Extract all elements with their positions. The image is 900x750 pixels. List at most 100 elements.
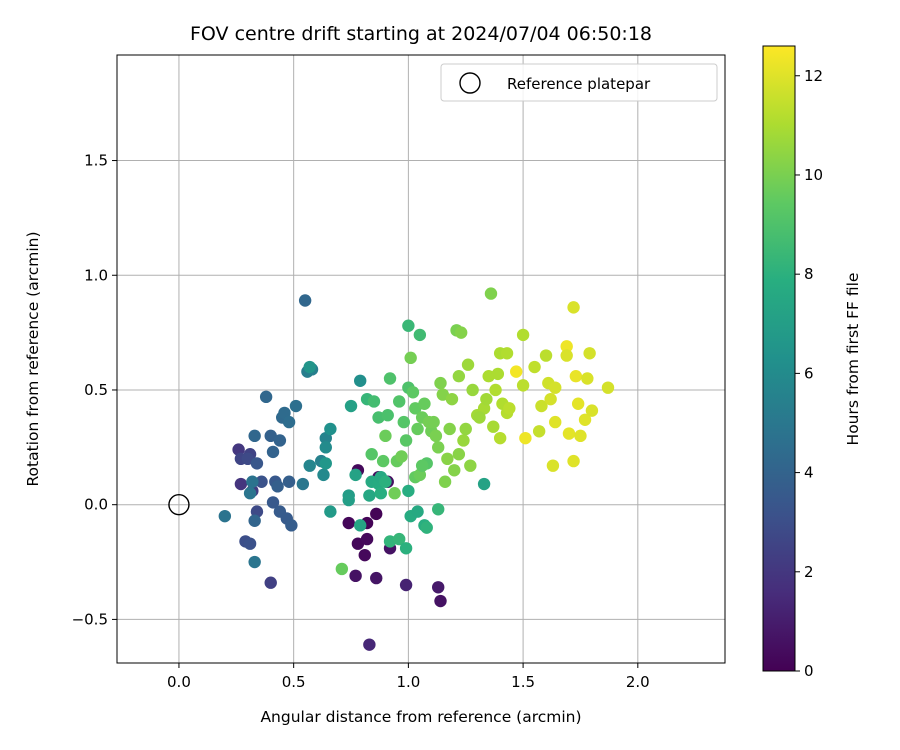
colorbar-tick-label: 2 xyxy=(804,563,814,581)
data-point xyxy=(393,395,406,408)
data-point xyxy=(567,454,580,468)
x-tick-label: 2.0 xyxy=(626,673,650,691)
data-point xyxy=(574,429,587,443)
data-point xyxy=(569,370,583,383)
data-point xyxy=(319,457,332,470)
data-point xyxy=(349,569,362,583)
data-point xyxy=(429,429,443,443)
data-point xyxy=(432,441,445,454)
data-point xyxy=(581,372,594,385)
data-point xyxy=(477,477,491,491)
data-point xyxy=(519,431,532,445)
data-point xyxy=(452,448,466,461)
colorbar-tick-label: 12 xyxy=(804,67,823,85)
colorbar-label: Hours from first FF file xyxy=(844,273,862,446)
data-point xyxy=(351,537,365,550)
data-point xyxy=(434,594,447,608)
y-tick-label: 1.0 xyxy=(84,266,108,284)
data-point xyxy=(303,459,316,472)
data-point xyxy=(381,409,394,422)
y-axis-ticks: −0.5 0.0 0.5 1.0 1.5 xyxy=(72,152,117,628)
data-point xyxy=(370,571,383,585)
data-point xyxy=(415,459,429,472)
legend: Reference platepar xyxy=(440,63,718,102)
data-point xyxy=(264,429,277,443)
scatter-points xyxy=(218,287,615,651)
data-point xyxy=(271,480,284,493)
data-point xyxy=(516,379,530,392)
reference-platepar-marker xyxy=(168,493,190,516)
data-point xyxy=(411,422,424,436)
data-point xyxy=(528,360,541,374)
data-point xyxy=(255,475,268,488)
data-point xyxy=(358,548,371,562)
data-point xyxy=(342,493,355,507)
data-point xyxy=(376,454,390,468)
data-point xyxy=(480,392,493,406)
data-point xyxy=(354,374,367,387)
data-point xyxy=(461,358,475,371)
data-point xyxy=(441,452,454,466)
legend-entry-reference: Reference platepar xyxy=(507,75,651,93)
data-point xyxy=(374,487,388,500)
data-point xyxy=(367,395,381,408)
data-point xyxy=(484,287,498,300)
data-point xyxy=(413,328,427,342)
data-point xyxy=(264,576,277,589)
data-point xyxy=(549,415,562,429)
data-point xyxy=(282,415,296,429)
data-point xyxy=(532,425,546,438)
data-point xyxy=(298,294,312,307)
data-point xyxy=(438,475,452,488)
data-point xyxy=(420,521,433,534)
colorbar-tick-label: 6 xyxy=(804,364,814,382)
data-point xyxy=(503,402,516,415)
x-axis-label: Angular distance from reference (arcmin) xyxy=(260,708,581,726)
data-point xyxy=(248,514,261,527)
data-point xyxy=(402,484,415,498)
data-point xyxy=(363,638,376,651)
y-tick-label: 1.5 xyxy=(84,152,108,170)
data-point xyxy=(454,326,468,339)
y-tick-label: −0.5 xyxy=(72,610,108,628)
data-point xyxy=(273,434,287,447)
legend-marker-icon xyxy=(459,72,481,94)
data-point xyxy=(409,402,422,415)
colorbar xyxy=(762,45,796,672)
data-point xyxy=(489,383,502,397)
data-point xyxy=(354,519,367,532)
data-point xyxy=(243,487,257,500)
legend-box xyxy=(440,63,718,102)
data-point xyxy=(241,452,254,466)
data-point xyxy=(491,367,505,381)
x-tick-label: 1.0 xyxy=(396,673,420,691)
data-point xyxy=(335,562,349,576)
y-tick-label: 0.0 xyxy=(84,496,108,514)
x-axis-ticks: 0.0 0.5 1.0 1.5 2.0 xyxy=(167,663,650,691)
data-point xyxy=(218,509,232,523)
data-point xyxy=(363,489,376,502)
colorbar-ticks: 0 2 4 6 8 10 12 xyxy=(795,67,823,680)
data-point xyxy=(422,415,436,429)
data-point xyxy=(370,507,383,521)
x-tick-label: 0.5 xyxy=(282,673,306,691)
data-point xyxy=(266,445,280,459)
data-point xyxy=(583,347,596,360)
data-point xyxy=(432,581,445,594)
data-point xyxy=(383,372,397,385)
data-point xyxy=(418,397,431,410)
grid-lines xyxy=(117,55,725,663)
data-point xyxy=(289,399,303,413)
data-point xyxy=(434,376,447,390)
data-point xyxy=(560,349,573,362)
data-point xyxy=(319,441,332,454)
data-point xyxy=(324,422,337,436)
data-point xyxy=(487,420,500,433)
data-point xyxy=(285,519,298,532)
data-point xyxy=(432,503,445,516)
data-point xyxy=(406,386,420,399)
data-point xyxy=(379,429,392,443)
data-point xyxy=(402,319,415,332)
data-point xyxy=(266,496,280,509)
